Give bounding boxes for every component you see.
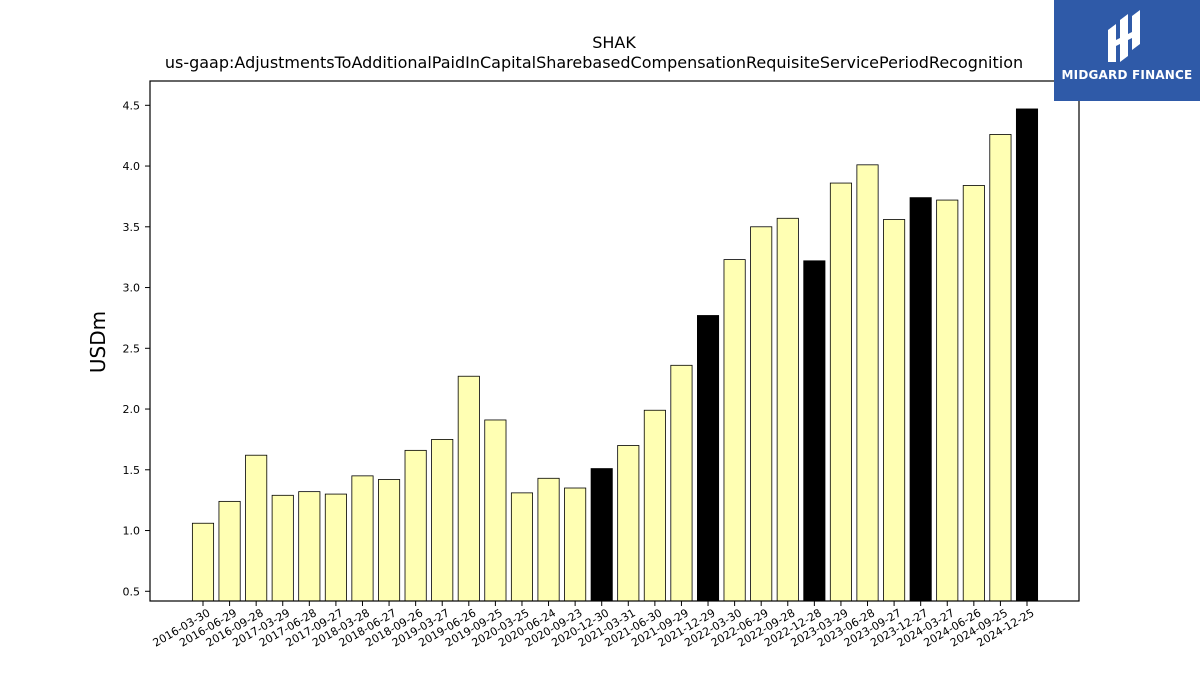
bar-2019-06-26 <box>457 375 480 602</box>
bar-2022-03-30 <box>723 259 746 602</box>
bar-2024-03-27 <box>936 199 959 602</box>
bar-2016-06-29 <box>218 500 241 602</box>
y-axis-ticks: 0.5 1.0 1.5 2.0 2.5 3.0 3.5 4.0 4.5 <box>123 99 150 598</box>
y-tick-label: 1.5 <box>123 464 141 477</box>
plot-frame <box>149 80 1080 602</box>
y-tick-label: 1.0 <box>123 525 141 538</box>
midgard-logo-icon <box>1108 10 1140 62</box>
bar-2019-03-27 <box>431 439 454 602</box>
x-axis-ticks: 2016-03-302016-06-292016-09-282017-03-29… <box>151 601 1037 650</box>
chart-title: SHAK <box>592 33 636 52</box>
bar-2021-12-29 <box>697 315 720 602</box>
bar-2023-12-27 <box>909 197 932 602</box>
y-tick-label: 4.5 <box>123 99 141 112</box>
bar-2016-09-28 <box>245 454 268 602</box>
bar-2017-06-28 <box>298 491 321 602</box>
bar-2023-09-27 <box>883 219 906 602</box>
y-tick-label: 2.0 <box>123 403 141 416</box>
bar-2024-06-26 <box>962 185 985 602</box>
bar-2016-03-30 <box>191 522 215 602</box>
bar-2018-09-26 <box>404 449 427 602</box>
y-axis-label: USDm <box>86 311 110 373</box>
bar-2020-03-25 <box>510 492 533 602</box>
y-tick-label: 2.5 <box>123 342 141 355</box>
bar-2024-09-25 <box>989 134 1012 602</box>
bar-2023-06-28 <box>856 164 879 602</box>
bar-2022-12-28 <box>803 260 826 602</box>
bar-2018-06-27 <box>378 479 401 602</box>
bar-2020-12-30 <box>590 468 613 602</box>
bar-2018-03-28 <box>351 475 374 602</box>
y-tick-label: 3.0 <box>123 282 141 295</box>
logo-text: MIDGARD FINANCE <box>1061 68 1193 82</box>
bar-2020-09-23 <box>564 487 587 602</box>
bars-group <box>191 108 1039 602</box>
bar-2021-09-29 <box>670 364 693 602</box>
bar-2022-06-29 <box>750 226 773 602</box>
bar-2019-09-25 <box>484 419 507 602</box>
y-tick-label: 4.0 <box>123 160 141 173</box>
y-tick-label: 0.5 <box>123 585 141 598</box>
midgard-finance-logo: MIDGARD FINANCE <box>1054 0 1200 101</box>
chart-subtitle: us-gaap:AdjustmentsToAdditionalPaidInCap… <box>165 53 1023 72</box>
bar-2022-09-28 <box>776 217 799 602</box>
bar-2021-03-31 <box>617 445 640 602</box>
bar-2017-09-27 <box>324 493 347 602</box>
bar-2017-03-29 <box>271 494 294 602</box>
bar-2024-12-25 <box>1015 108 1039 602</box>
bar-2021-06-30 <box>643 409 666 602</box>
bar-2020-06-24 <box>537 477 560 602</box>
y-tick-label: 3.5 <box>123 221 141 234</box>
bar-2023-03-29 <box>829 182 852 602</box>
